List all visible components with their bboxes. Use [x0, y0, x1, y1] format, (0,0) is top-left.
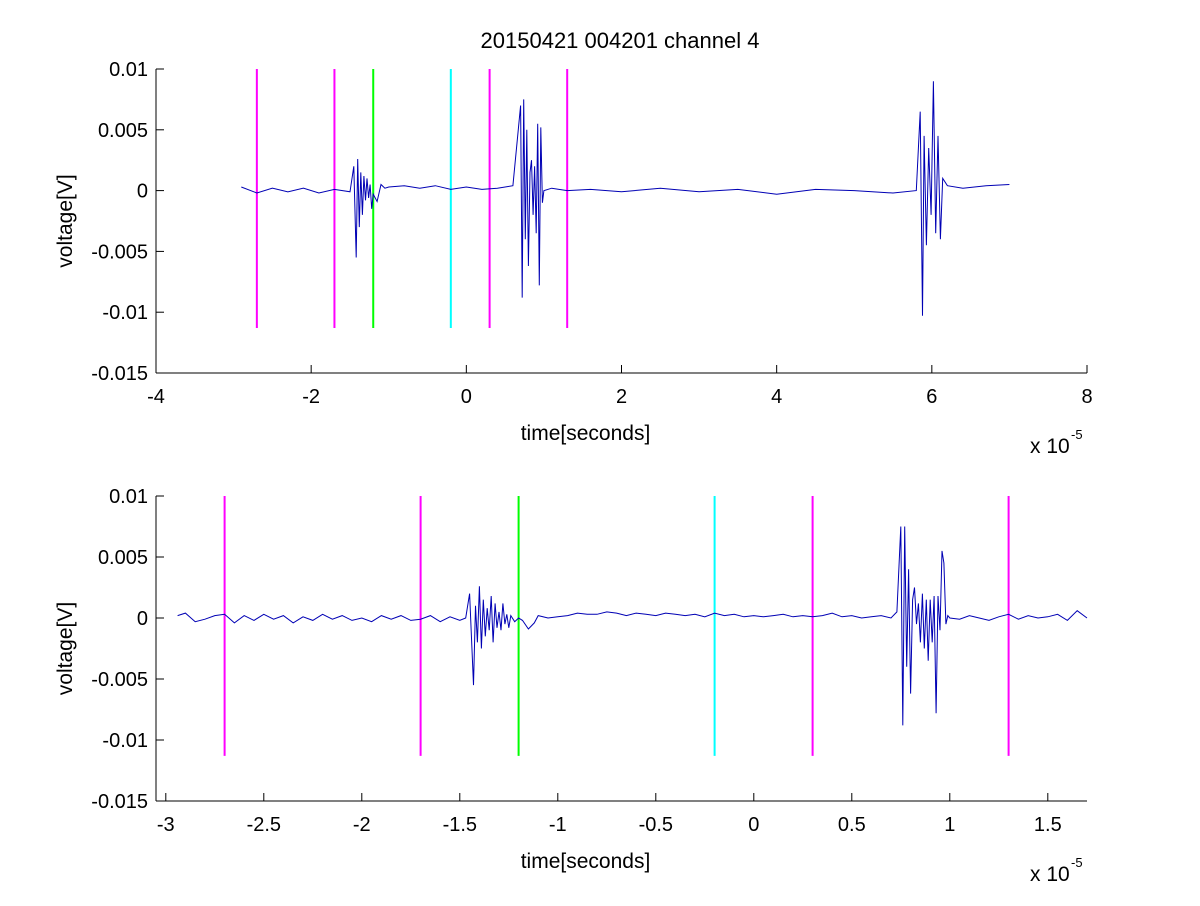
y-tick-label: -0.005 — [91, 669, 148, 691]
x-tick-label: 1.5 — [1034, 814, 1062, 836]
x-tick-label: -2 — [302, 386, 320, 408]
x-tick-label: -0.5 — [639, 814, 673, 836]
x-tick-label: -1.5 — [443, 814, 477, 836]
y-tick-label: -0.005 — [91, 241, 148, 263]
x-tick-label: -1 — [549, 814, 567, 836]
y-tick-label: 0.005 — [98, 547, 148, 569]
y-axis-label: voltage[V] — [54, 602, 77, 695]
x-tick-label: 0.5 — [838, 814, 866, 836]
y-tick-label: 0 — [137, 181, 148, 203]
signal-series-line — [241, 81, 1010, 316]
y-tick-label: 0 — [137, 608, 148, 630]
y-tick-label: -0.015 — [91, 791, 148, 813]
x-multiplier-label: x 10 — [1030, 435, 1070, 458]
x-multiplier-label: x 10 — [1030, 863, 1070, 886]
x-tick-label: 1 — [944, 814, 955, 836]
plot-bottom: -0.015 -0.01 -0.005 0 0.005 0.01 -3 -2.5 -2 -1.5 -… — [54, 486, 1088, 886]
x-tick-label: -2 — [353, 814, 371, 836]
y-axis-label: voltage[V] — [54, 174, 77, 267]
x-tick-label: 2 — [616, 386, 627, 408]
x-tick-label: -4 — [147, 386, 165, 408]
plot-top: -0.015 -0.01 -0.005 0 0.005 0.01 -4 -2 0 2 4 6 8 time… — [54, 59, 1093, 458]
y-tick-label: 0.01 — [109, 59, 148, 81]
x-tick-label: 8 — [1081, 386, 1092, 408]
x-tick-label: 0 — [461, 386, 472, 408]
signal-series-line — [177, 526, 1088, 726]
y-tick-label: -0.01 — [102, 302, 148, 324]
y-tick-label: 0.01 — [109, 486, 148, 508]
x-tick-label: 0 — [748, 814, 759, 836]
x-axis-label: time[seconds] — [521, 422, 651, 445]
x-multiplier-exponent: -5 — [1071, 427, 1083, 442]
y-tick-label: -0.015 — [91, 363, 148, 385]
x-multiplier-exponent: -5 — [1071, 855, 1083, 870]
x-tick-label: -2.5 — [247, 814, 281, 836]
x-axis-label: time[seconds] — [521, 850, 651, 873]
y-tick-label: 0.005 — [98, 120, 148, 142]
y-tick-label: -0.01 — [102, 730, 148, 752]
figure-title: 20150421 004201 channel 4 — [481, 28, 760, 53]
x-tick-label: 6 — [926, 386, 937, 408]
x-tick-label: -3 — [157, 814, 175, 836]
x-tick-label: 4 — [771, 386, 782, 408]
